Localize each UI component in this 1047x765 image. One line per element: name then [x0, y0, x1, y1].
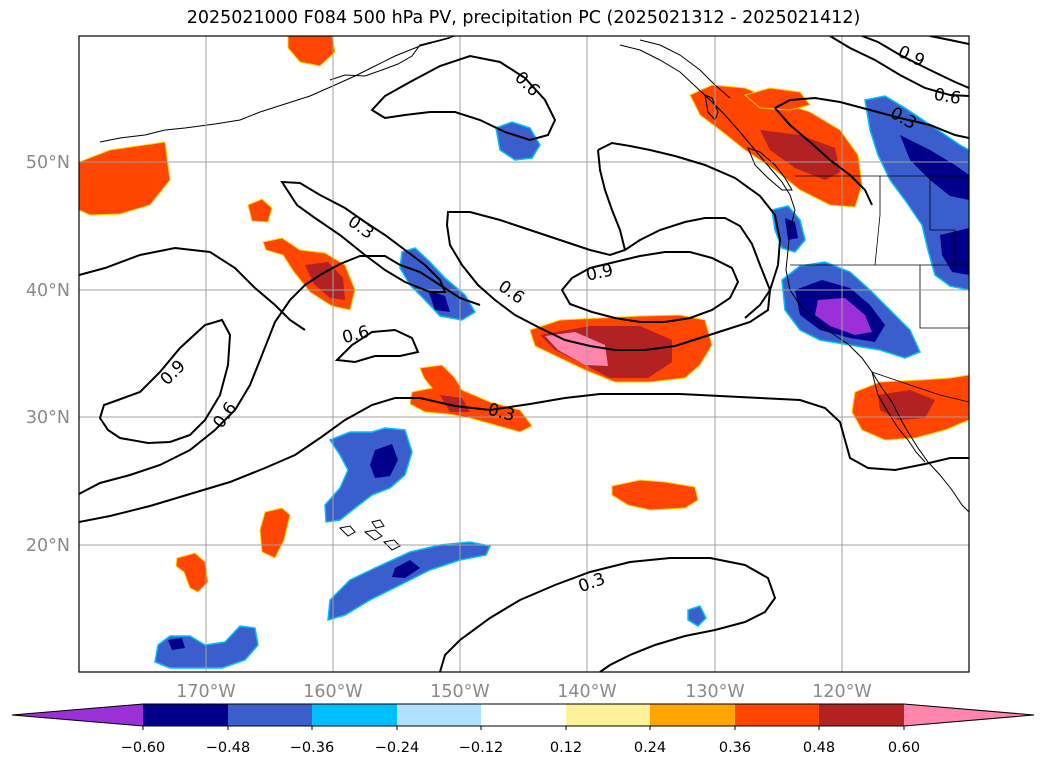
colorbar-segment [312, 704, 397, 726]
coastline [371, 519, 385, 529]
precip-area [79, 141, 171, 216]
precip-area-core [545, 332, 608, 366]
lon-label: 120°W [812, 682, 871, 702]
figure-title: 2025021000 F084 500 hPa PV, precipitatio… [186, 8, 861, 28]
precip-area-core [168, 638, 185, 650]
coastline [747, 147, 793, 191]
lon-label: 140°W [557, 682, 616, 702]
map-frame [78, 35, 970, 673]
precip-positive-areas [79, 36, 969, 593]
longitude-labels: 170°W 160°W 150°W 140°W 130°W 120°W [176, 682, 871, 702]
pv-contour [597, 141, 782, 319]
colorbar-segment [397, 704, 481, 726]
colorbar-tick-label: 0.48 [803, 740, 835, 756]
lon-label: 130°W [685, 682, 744, 702]
precip-area-core [815, 298, 872, 335]
border [929, 176, 956, 265]
precip-area [175, 552, 209, 593]
precip-area [687, 605, 707, 627]
coastline [619, 44, 796, 211]
colorbar-extend-high [904, 704, 1034, 726]
colorbar-segment [481, 704, 566, 726]
precip-area-core [785, 218, 798, 240]
colorbar-tick-label: 0.36 [719, 740, 751, 756]
pv-contour [560, 251, 740, 323]
pv-contour [597, 149, 626, 251]
lat-label: 30°N [26, 408, 70, 428]
colorbar-segment [819, 704, 904, 726]
precip-area-core [370, 444, 398, 478]
pv-contour [79, 255, 481, 495]
colorbar-tick-label: 0.24 [634, 740, 666, 756]
precip-area-core [878, 390, 935, 420]
coastline [363, 529, 383, 541]
pv-contour [861, 36, 969, 89]
map-panel [79, 36, 969, 672]
coastline [329, 36, 456, 81]
colorbar-segment [228, 704, 312, 726]
colorbar-segment [566, 704, 650, 726]
precip-area-core [392, 560, 420, 578]
lat-label: 40°N [26, 281, 70, 301]
colorbar-segment [143, 704, 228, 726]
pv-contour [829, 36, 969, 97]
colorbar-tick-label: −0.24 [375, 740, 419, 756]
precip-area-core [428, 290, 450, 312]
pv-contour [774, 107, 873, 206]
precip-area [247, 198, 273, 223]
precip-area-core [760, 130, 840, 180]
colorbar-tick-labels: −0.60 −0.48 −0.36 −0.24 −0.12 0.12 0.24 … [121, 740, 920, 756]
colorbar-segment [650, 704, 735, 726]
coastlines [99, 36, 969, 551]
border [919, 265, 969, 329]
coastline [639, 39, 731, 99]
pv-contour [334, 328, 420, 364]
colorbar-segment [735, 704, 819, 726]
colorbar [11, 703, 1035, 730]
coastline [871, 371, 926, 463]
coastline [382, 539, 401, 551]
lon-label: 160°W [303, 682, 362, 702]
pv-contours [79, 36, 969, 672]
pv-contour [280, 180, 447, 293]
border [871, 371, 969, 403]
colorbar-tick-label: −0.60 [121, 740, 165, 756]
precip-area-core [900, 135, 969, 200]
precip-area [327, 541, 492, 622]
precip-area-core [940, 228, 969, 275]
pv-contour [98, 318, 232, 445]
pv-contour [79, 246, 306, 331]
pv-contour [774, 96, 969, 139]
colorbar-tick-label: −0.36 [290, 740, 334, 756]
precip-area [287, 36, 336, 67]
pv-contour [79, 393, 969, 523]
contour-label: 0.6 [932, 85, 962, 109]
coastline [704, 94, 719, 121]
pv-contour [439, 557, 777, 672]
pv-contour [370, 54, 557, 142]
precip-area [495, 121, 541, 161]
colorbar-extend-low [12, 704, 143, 726]
pv-contour [929, 36, 969, 45]
pv-contour [445, 211, 772, 351]
latitude-labels: 50°N 40°N 30°N 20°N [26, 153, 70, 556]
colorbar-tick-label: 0.60 [888, 740, 920, 756]
precip-negative-areas [154, 95, 969, 669]
lon-label: 150°W [430, 682, 489, 702]
lat-label: 20°N [26, 536, 70, 556]
colorbar-tick-label: −0.48 [206, 740, 250, 756]
lat-label: 50°N [26, 153, 70, 173]
lon-label: 170°W [176, 682, 235, 702]
borders [790, 175, 969, 403]
precip-area [611, 479, 699, 511]
coastline [338, 525, 356, 537]
colorbar-tick-label: −0.12 [459, 740, 503, 756]
border [874, 176, 881, 266]
precip-area [743, 87, 811, 111]
colorbar-tick-label: 0.12 [550, 740, 582, 756]
coastline [99, 37, 451, 143]
gridlines [79, 36, 969, 672]
